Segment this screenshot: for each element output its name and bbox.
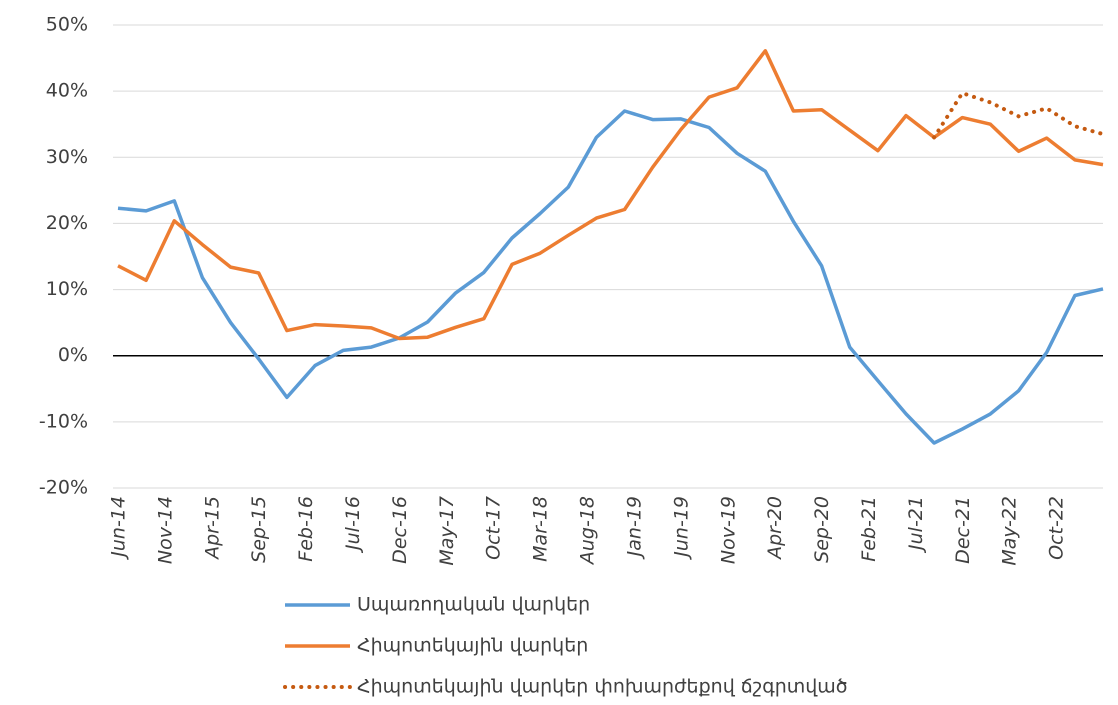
x-tick-label: Dec-16	[389, 496, 411, 564]
x-tick-label: Apr-20	[764, 496, 786, 561]
x-tick-label: Sep-15	[248, 496, 270, 563]
y-tick-label: 40%	[46, 80, 88, 102]
x-tick-label: Aug-18	[577, 496, 599, 566]
x-tick-label: Sep-20	[811, 496, 833, 563]
y-tick-label: -10%	[39, 410, 88, 432]
legend-label: Հիպոտեկային վարկեր փոխարժեքով ճշգրտված	[357, 676, 848, 698]
x-tick-label: Dec-21	[952, 496, 974, 564]
y-tick-label: 20%	[46, 212, 88, 234]
legend-label: Հիպոտեկային վարկեր	[357, 635, 588, 657]
x-tick-label: Jun-14	[108, 496, 130, 561]
x-tick-label: Jun-19	[670, 496, 692, 561]
x-tick-label: Jan-19	[623, 496, 645, 560]
x-tick-label: May-22	[999, 496, 1021, 566]
x-tick-label: May-17	[436, 496, 458, 566]
x-tick-label: Nov-14	[154, 496, 176, 564]
series-line	[117, 109, 1104, 445]
legend-label: Սպառողական վարկեր	[357, 594, 590, 616]
y-tick-label: 0%	[58, 344, 88, 366]
y-tick-label: 30%	[46, 146, 88, 168]
y-tick-label: 50%	[46, 14, 88, 36]
x-tick-label: Mar-18	[530, 496, 552, 562]
x-tick-label: Feb-16	[295, 496, 317, 562]
x-tick-label: Oct-22	[1046, 496, 1068, 560]
x-tick-label: Feb-21	[858, 496, 880, 562]
x-tick-label: Oct-17	[483, 496, 505, 560]
x-tick-label: Apr-15	[201, 496, 223, 561]
x-tick-label: Jul-21	[905, 496, 927, 554]
y-tick-label: -20%	[39, 477, 88, 499]
series-line	[117, 49, 1104, 341]
series-line	[932, 91, 1105, 140]
x-tick-label: Nov-19	[717, 496, 739, 564]
y-tick-label: 10%	[46, 278, 88, 300]
x-tick-label: Jul-16	[342, 496, 364, 554]
